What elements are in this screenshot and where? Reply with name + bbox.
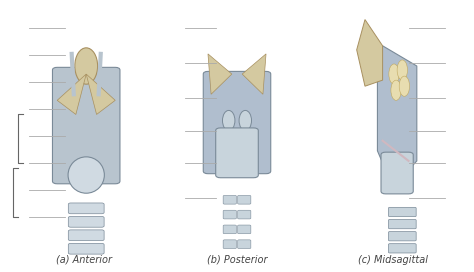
FancyBboxPatch shape	[68, 203, 104, 214]
FancyBboxPatch shape	[223, 225, 237, 234]
Text: (b) Posterior: (b) Posterior	[207, 255, 267, 265]
FancyBboxPatch shape	[237, 240, 251, 249]
Ellipse shape	[391, 80, 401, 100]
Ellipse shape	[75, 48, 98, 84]
Ellipse shape	[397, 60, 408, 80]
FancyBboxPatch shape	[68, 243, 104, 254]
Text: (c) Midsagittal: (c) Midsagittal	[357, 255, 428, 265]
FancyBboxPatch shape	[237, 195, 251, 204]
Polygon shape	[357, 20, 383, 86]
FancyBboxPatch shape	[389, 220, 416, 229]
Polygon shape	[377, 46, 417, 187]
Polygon shape	[208, 54, 232, 94]
FancyBboxPatch shape	[53, 67, 120, 184]
Text: (a) Anterior: (a) Anterior	[56, 255, 112, 265]
FancyBboxPatch shape	[237, 225, 251, 234]
FancyBboxPatch shape	[223, 240, 237, 249]
FancyBboxPatch shape	[223, 195, 237, 204]
FancyBboxPatch shape	[389, 244, 416, 253]
FancyBboxPatch shape	[237, 210, 251, 219]
FancyBboxPatch shape	[381, 152, 413, 194]
FancyBboxPatch shape	[389, 231, 416, 241]
Ellipse shape	[389, 64, 399, 84]
Ellipse shape	[239, 110, 252, 131]
Ellipse shape	[399, 76, 410, 96]
FancyBboxPatch shape	[223, 210, 237, 219]
Polygon shape	[57, 74, 86, 115]
Polygon shape	[86, 74, 115, 115]
Ellipse shape	[222, 110, 235, 131]
FancyBboxPatch shape	[389, 207, 416, 217]
FancyBboxPatch shape	[68, 230, 104, 241]
FancyBboxPatch shape	[203, 71, 271, 174]
FancyBboxPatch shape	[68, 217, 104, 227]
Ellipse shape	[68, 157, 104, 193]
Polygon shape	[242, 54, 266, 94]
FancyBboxPatch shape	[216, 128, 258, 178]
